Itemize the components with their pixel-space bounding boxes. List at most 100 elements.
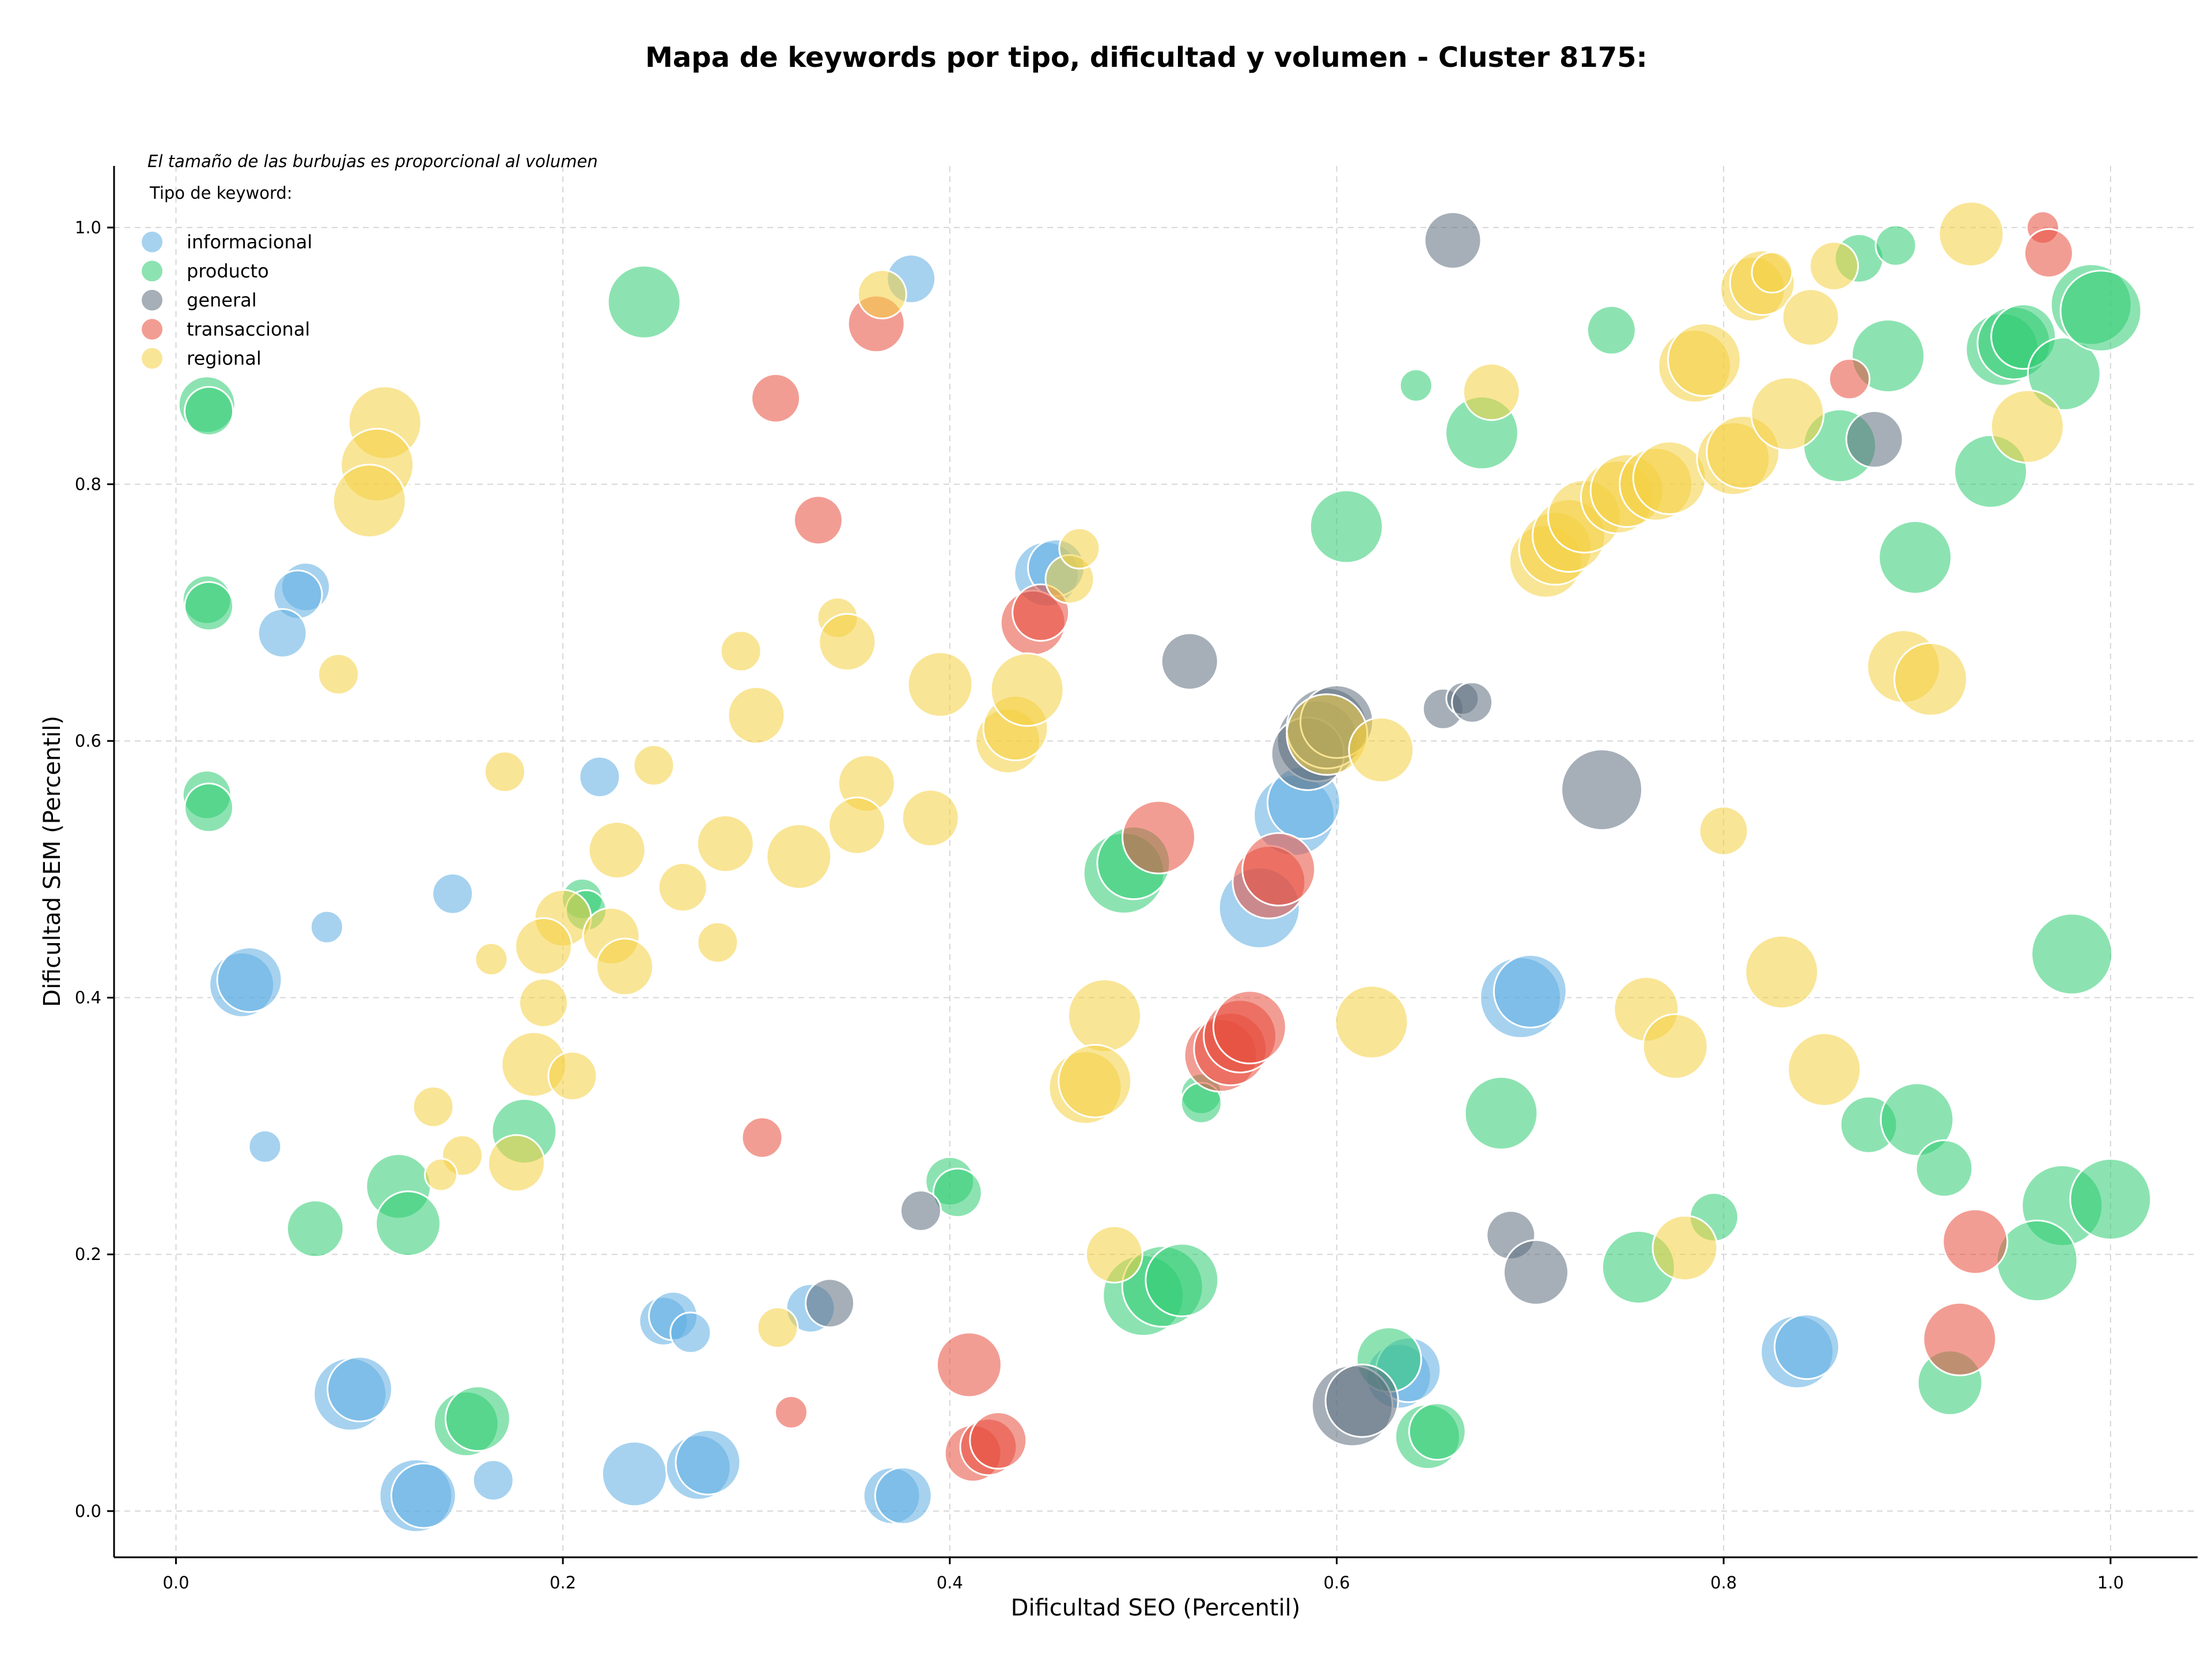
legend-label-informacional: informacional [187, 231, 312, 253]
bubble-regional [1334, 985, 1409, 1060]
bubble-informacional [472, 1459, 514, 1501]
bubble-regional [1809, 241, 1859, 292]
bubble-transaccional [751, 373, 801, 423]
bubble-producto [444, 1385, 511, 1452]
bubble-regional [1787, 1032, 1862, 1107]
bubble-regional [1652, 1214, 1718, 1281]
bubble-producto [1464, 1076, 1539, 1151]
bubble-producto [1915, 1139, 1974, 1198]
bubble-regional [1085, 1225, 1143, 1284]
bubble-informacional [257, 608, 308, 659]
bubble-informacional [874, 1466, 933, 1525]
bubble-regional [1893, 642, 1968, 717]
x-tick-label: 1.0 [2097, 1573, 2124, 1592]
bubble-regional [696, 814, 755, 873]
bubble-regional [901, 789, 960, 847]
legend-marker-regional [142, 348, 162, 369]
bubble-regional [596, 937, 654, 996]
bubble-regional [332, 463, 407, 538]
x-tick-label: 0.0 [162, 1573, 189, 1592]
bubble-general [1560, 748, 1643, 831]
legend: informacional producto general transacciona… [142, 231, 312, 369]
legend-marker-informacional [142, 232, 162, 252]
bubble-producto [1408, 1402, 1467, 1461]
bubble-regional [1058, 527, 1101, 570]
bubble-producto [1880, 1082, 1955, 1157]
bubble-informacional [675, 1429, 741, 1496]
bubble-general [1423, 211, 1482, 270]
series-transaccional [741, 210, 2074, 1483]
bubble-regional [1698, 805, 1749, 856]
bubble-regional [1938, 200, 2005, 267]
bubble-transaccional [774, 1395, 808, 1429]
bubble-transaccional [1942, 1208, 2009, 1275]
bubble-informacional [601, 1440, 668, 1507]
bubble-regional [632, 744, 675, 786]
bubble-informacional [1774, 1314, 1840, 1380]
bubble-transaccional [2023, 228, 2074, 278]
bubble-regional [696, 921, 739, 964]
bubble-regional [1990, 389, 2065, 464]
bubble-general [899, 1189, 942, 1232]
bubble-producto [607, 264, 681, 339]
bubble-producto [2031, 913, 2113, 996]
bubble-regional [1667, 322, 1742, 397]
series-informacional [209, 253, 1840, 1533]
bubble-regional [1750, 376, 1825, 451]
bubble-producto [1586, 305, 1637, 355]
bubble-informacional [669, 1311, 712, 1354]
bubble-regional [766, 823, 832, 890]
legend-label-transaccional: transaccional [187, 319, 310, 340]
x-tick-label: 0.8 [1710, 1573, 1737, 1592]
bubble-regional [1642, 1013, 1709, 1080]
bubble-informacional [431, 872, 474, 915]
bubble-regional [487, 1134, 546, 1193]
bubble-regional [518, 978, 569, 1028]
bubble-general [1845, 410, 1904, 469]
bubble-informacional [216, 946, 283, 1013]
bubble-regional [1632, 440, 1707, 515]
bubble-producto [1874, 224, 1917, 267]
bubble-producto [184, 581, 234, 631]
bubble-regional [1462, 362, 1521, 421]
legend-label-producto: producto [187, 260, 269, 282]
series-regional [317, 200, 2065, 1349]
bubble-regional [1744, 934, 1819, 1009]
bubble-regional [990, 652, 1065, 727]
legend-marker-general [142, 290, 162, 311]
bubble-transaccional [969, 1411, 1028, 1470]
legend-marker-transaccional [142, 319, 162, 340]
bubble-regional [657, 862, 708, 913]
x-axis-label: Dificultad SEO (Percentil) [1011, 1595, 1301, 1621]
axes [113, 166, 2198, 1558]
bubble-regional [547, 1051, 598, 1102]
bubble-general [805, 1278, 855, 1329]
y-tick-label: 0.0 [75, 1501, 101, 1521]
bubble-regional [719, 630, 762, 672]
y-ticks: 0.0 0.2 0.4 0.6 0.8 1.0 [75, 218, 114, 1521]
bubble-producto [1309, 489, 1384, 564]
bubble-regional [727, 686, 786, 745]
chart-title: Mapa de keywords por tipo, dificultad y … [645, 41, 1647, 74]
bubble-general [1160, 632, 1219, 691]
bubble-regional [1751, 251, 1793, 294]
bubble-producto [2069, 1157, 2152, 1240]
bubble-producto [374, 1190, 441, 1257]
y-tick-label: 0.6 [75, 731, 101, 751]
legend-label-regional: regional [187, 347, 262, 369]
series-producto [177, 224, 2152, 1470]
x-ticks: 0.0 0.2 0.4 0.6 0.8 1.0 [162, 1557, 2124, 1592]
bubble-regional [474, 942, 509, 977]
bubble-transaccional [1241, 832, 1316, 907]
bubble-producto [2059, 270, 2142, 353]
legend-label-general: general [187, 289, 257, 311]
x-tick-label: 0.2 [550, 1573, 576, 1592]
bubble-regional [514, 917, 573, 976]
bubble-regional [857, 269, 907, 320]
bubble-regional [828, 796, 887, 855]
y-tick-label: 0.2 [75, 1244, 101, 1264]
bubble-regional [1067, 978, 1142, 1053]
bubble-transaccional [1212, 990, 1287, 1065]
bubble-general [1451, 681, 1494, 724]
bubble-producto [2027, 336, 2101, 411]
